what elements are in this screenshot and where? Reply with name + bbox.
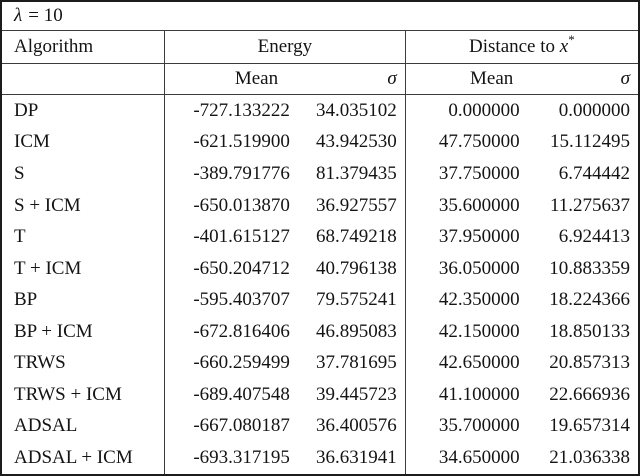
algorithm-cell: DP	[1, 94, 165, 127]
distance-mean-cell: 37.750000	[438, 163, 520, 184]
algorithm-cell: S	[1, 158, 165, 190]
energy-mean-cell: -595.403707	[193, 289, 290, 311]
distance-sigma-cell: 20.857313	[549, 352, 630, 374]
table-row: TRWS + ICM -689.407548 39.445723 41.1000…	[1, 378, 639, 411]
distance-sigma-header: σ	[527, 63, 639, 95]
energy-mean-cell: -672.816406	[193, 320, 290, 342]
energy-mean-cell: -650.204712	[193, 257, 290, 279]
energy-mean-cell: -689.407548	[193, 383, 290, 405]
distance-mean-cell: 42.650000	[438, 352, 520, 374]
distance-sigma-cell: 10.883359	[549, 257, 630, 279]
energy-sigma-cell: 36.400576	[297, 410, 406, 442]
energy-mean-cell: -389.791776	[193, 163, 290, 184]
distance-sigma-cell: 0.000000	[558, 99, 630, 121]
energy-sigma-cell: 79.575241	[297, 284, 406, 316]
sigma-symbol: σ	[387, 68, 397, 89]
energy-sigma-cell: 81.379435	[297, 158, 406, 190]
distance-sigma-cell: 18.850133	[549, 320, 630, 342]
table-row: BP -595.403707 79.575241 42.350000 18.22…	[1, 284, 639, 316]
energy-sigma-cell: 39.445723	[297, 378, 406, 411]
table-row: DP -727.133222 34.035102 0.000000 0.0000…	[1, 94, 639, 127]
table-row: ADSAL -667.080187 36.400576 35.700000 19…	[1, 410, 639, 442]
energy-sigma-cell: 36.927557	[297, 189, 406, 222]
distance-variable: x	[559, 36, 569, 57]
table-row: ICM -621.519900 43.942530 47.750000 15.1…	[1, 126, 639, 159]
algorithm-cell: BP	[1, 284, 165, 316]
distance-sigma-cell: 6.924413	[558, 226, 630, 248]
distance-mean-cell: 47.750000	[438, 131, 520, 153]
table-row: T + ICM -650.204712 40.796138 36.050000 …	[1, 252, 639, 285]
energy-mean-cell: -401.615127	[193, 226, 290, 248]
col-header-distance: Distance to x*	[405, 30, 639, 64]
distance-mean-cell: 41.100000	[438, 383, 520, 405]
algorithm-cell: S + ICM	[1, 189, 165, 222]
algorithm-cell: T	[1, 221, 165, 253]
energy-mean-cell: -660.259499	[193, 352, 290, 374]
lambda-value: = 10	[28, 5, 63, 26]
distance-mean-cell: 36.050000	[438, 257, 520, 279]
distance-mean-cell: 35.600000	[438, 194, 520, 216]
distance-sigma-cell: 19.657314	[549, 415, 630, 437]
distance-mean-cell: 35.700000	[438, 415, 520, 437]
table-row: BP + ICM -672.816406 46.895083 42.150000…	[1, 315, 639, 348]
sub-header-row: Mean σ Mean σ	[1, 63, 639, 95]
algorithm-cell: T + ICM	[1, 252, 165, 285]
distance-mean-cell: 42.350000	[438, 289, 520, 311]
algorithm-cell: TRWS + ICM	[1, 378, 165, 411]
table-row: TRWS -660.259499 37.781695 42.650000 20.…	[1, 347, 639, 379]
distance-sigma-cell: 18.224366	[549, 289, 630, 311]
col-header-energy: Energy	[164, 30, 406, 64]
table-row: ADSAL + ICM -693.317195 36.631941 34.650…	[1, 441, 639, 475]
distance-label: Distance to	[469, 36, 556, 57]
energy-mean-cell: -621.519900	[193, 131, 290, 153]
energy-sigma-cell: 68.749218	[297, 221, 406, 253]
col-header-algorithm: Algorithm	[1, 30, 165, 64]
distance-sigma-cell: 11.275637	[549, 194, 630, 216]
lambda-title-row: λ = 10	[1, 1, 639, 31]
distance-mean-cell: 37.950000	[438, 226, 520, 248]
distance-mean-cell: 0.000000	[448, 99, 520, 121]
distance-sigma-cell: 15.112495	[549, 131, 630, 153]
table-row: S -389.791776 81.379435 37.750000 6.7444…	[1, 158, 639, 190]
distance-mean-header: Mean	[405, 63, 528, 95]
algorithm-cell: ICM	[1, 126, 165, 159]
distance-mean-cell: 42.150000	[438, 320, 520, 342]
energy-sigma-cell: 46.895083	[297, 315, 406, 348]
algorithm-cell: BP + ICM	[1, 315, 165, 348]
energy-mean-header: Mean	[164, 63, 298, 95]
energy-sigma-cell: 37.781695	[297, 347, 406, 379]
distance-sigma-cell: 21.036338	[549, 446, 630, 468]
lambda-symbol: λ	[14, 5, 23, 26]
sigma-symbol: σ	[620, 68, 630, 89]
algorithm-cell: TRWS	[1, 347, 165, 379]
distance-sigma-cell: 22.666936	[549, 383, 630, 405]
energy-mean-cell: -650.013870	[193, 194, 290, 216]
distance-sigma-cell: 6.744442	[558, 163, 630, 184]
table-row: T -401.615127 68.749218 37.950000 6.9244…	[1, 221, 639, 253]
empty-header-cell	[1, 63, 165, 95]
algorithm-cell: ADSAL	[1, 410, 165, 442]
energy-mean-cell: -727.133222	[193, 99, 290, 121]
energy-sigma-cell: 36.631941	[297, 441, 406, 475]
table-row: S + ICM -650.013870 36.927557 35.600000 …	[1, 189, 639, 222]
energy-mean-cell: -667.080187	[193, 415, 290, 437]
energy-sigma-cell: 43.942530	[297, 126, 406, 159]
algorithm-cell: ADSAL + ICM	[1, 441, 165, 475]
energy-sigma-cell: 40.796138	[297, 252, 406, 285]
distance-mean-cell: 34.650000	[438, 446, 520, 468]
group-header-row: Algorithm Energy Distance to x*	[1, 30, 639, 64]
energy-sigma-cell: 34.035102	[297, 94, 406, 127]
asterisk-superscript: *	[568, 31, 575, 47]
energy-mean-cell: -693.317195	[193, 446, 290, 468]
energy-sigma-header: σ	[297, 63, 406, 95]
lambda-title: λ = 10	[1, 1, 639, 31]
